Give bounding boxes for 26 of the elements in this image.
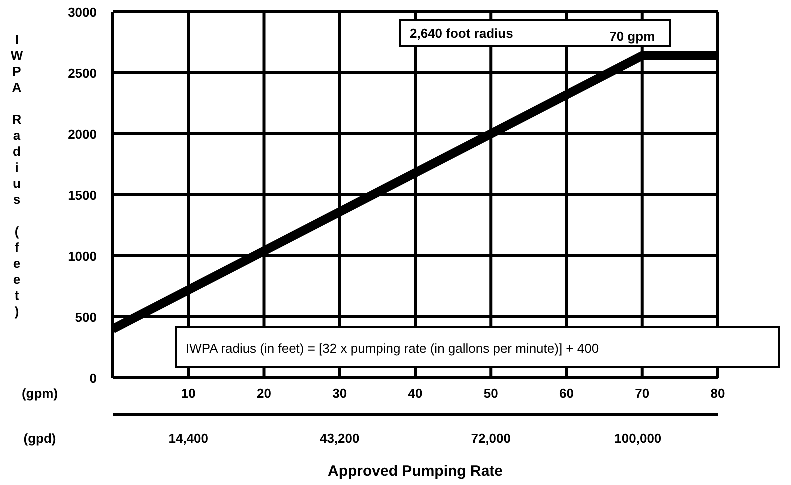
x-tick-label: 10 (181, 386, 196, 401)
text: (gpm) (22, 386, 58, 401)
y-tick-label: 1500 (68, 188, 97, 203)
x2-tick-label: 43,200 (320, 431, 360, 446)
y-tick-label: 2500 (68, 66, 97, 81)
y-tick-label: 1000 (68, 249, 97, 264)
x-tick-label: 80 (710, 386, 726, 401)
x-tick-label: 40 (408, 386, 423, 401)
x2-tick-label: 14,400 (168, 431, 209, 446)
y-tick-label: 0 (90, 371, 97, 386)
x2-tick-label: 72,000 (471, 431, 512, 446)
annotation: 2,640 foot radius (410, 26, 514, 41)
text: IWPA Radius (feet) (10, 32, 24, 319)
annotation: IWPA radius (in feet) = [32 x pumping rate (in gallons per minute)] + 400 (186, 341, 600, 356)
x-tick-label: 70 (635, 386, 650, 401)
y-tick-label: 3000 (68, 5, 97, 20)
y-tick-label: 2000 (68, 127, 97, 142)
x-tick-label: 20 (257, 386, 272, 401)
x-tick-label: 50 (484, 386, 498, 401)
x2-axis-title: (gpd) (24, 431, 56, 446)
annotation: 70 gpm (610, 28, 656, 44)
x2-tick-label: 100,000 (614, 431, 662, 446)
x-tick-label: 60 (560, 386, 574, 401)
x-tick-label: 30 (332, 386, 348, 401)
y-tick-label: 500 (75, 310, 97, 325)
x-axis-title: Approved Pumping Rate (328, 463, 504, 480)
